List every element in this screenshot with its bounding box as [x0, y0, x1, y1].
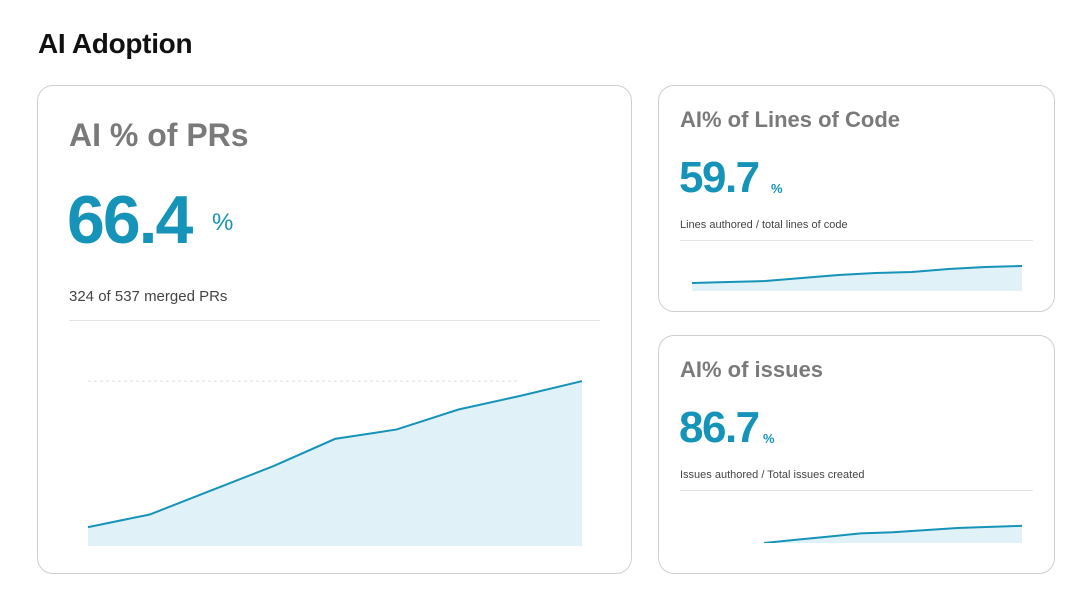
- area-fill: [692, 266, 1022, 291]
- card-title: AI% of issues: [680, 357, 824, 382]
- metric-value: 59.7: [679, 153, 760, 202]
- page-title: AI Adoption: [38, 28, 193, 59]
- loc-area-chart: [692, 265, 1022, 291]
- divider: [680, 490, 1033, 491]
- card-title: AI% of Lines of Code: [680, 107, 900, 132]
- metric-unit: %: [771, 181, 783, 196]
- series-line: [88, 380, 582, 529]
- divider: [69, 320, 600, 321]
- divider: [680, 240, 1033, 241]
- area-fill: [764, 525, 1022, 543]
- card-title: AI % of PRs: [69, 117, 249, 153]
- card-ai-issues[interactable]: AI% of issues 86.7 % Issues authored / T…: [658, 335, 1055, 574]
- metric-unit: %: [212, 209, 234, 236]
- metric-subtitle: 324 of 537 merged PRs: [69, 288, 228, 305]
- metric-subtitle: Issues authored / Total issues created: [680, 469, 865, 481]
- area-fill: [88, 381, 582, 546]
- metric-subtitle: Lines authored / total lines of code: [680, 219, 848, 231]
- card-ai-prs[interactable]: AI % of PRs 66.4 % 324 of 537 merged PRs: [37, 85, 632, 574]
- prs-area-chart: [88, 380, 582, 546]
- metric-value: 86.7: [679, 403, 760, 452]
- card-ai-lines-of-code[interactable]: AI% of Lines of Code 59.7 % Lines author…: [658, 85, 1055, 312]
- series-line: [692, 265, 1022, 284]
- metric-value: 66.4: [67, 182, 193, 258]
- issues-area-chart: [764, 524, 1022, 543]
- series-line: [764, 524, 1022, 543]
- metric-unit: %: [763, 431, 775, 446]
